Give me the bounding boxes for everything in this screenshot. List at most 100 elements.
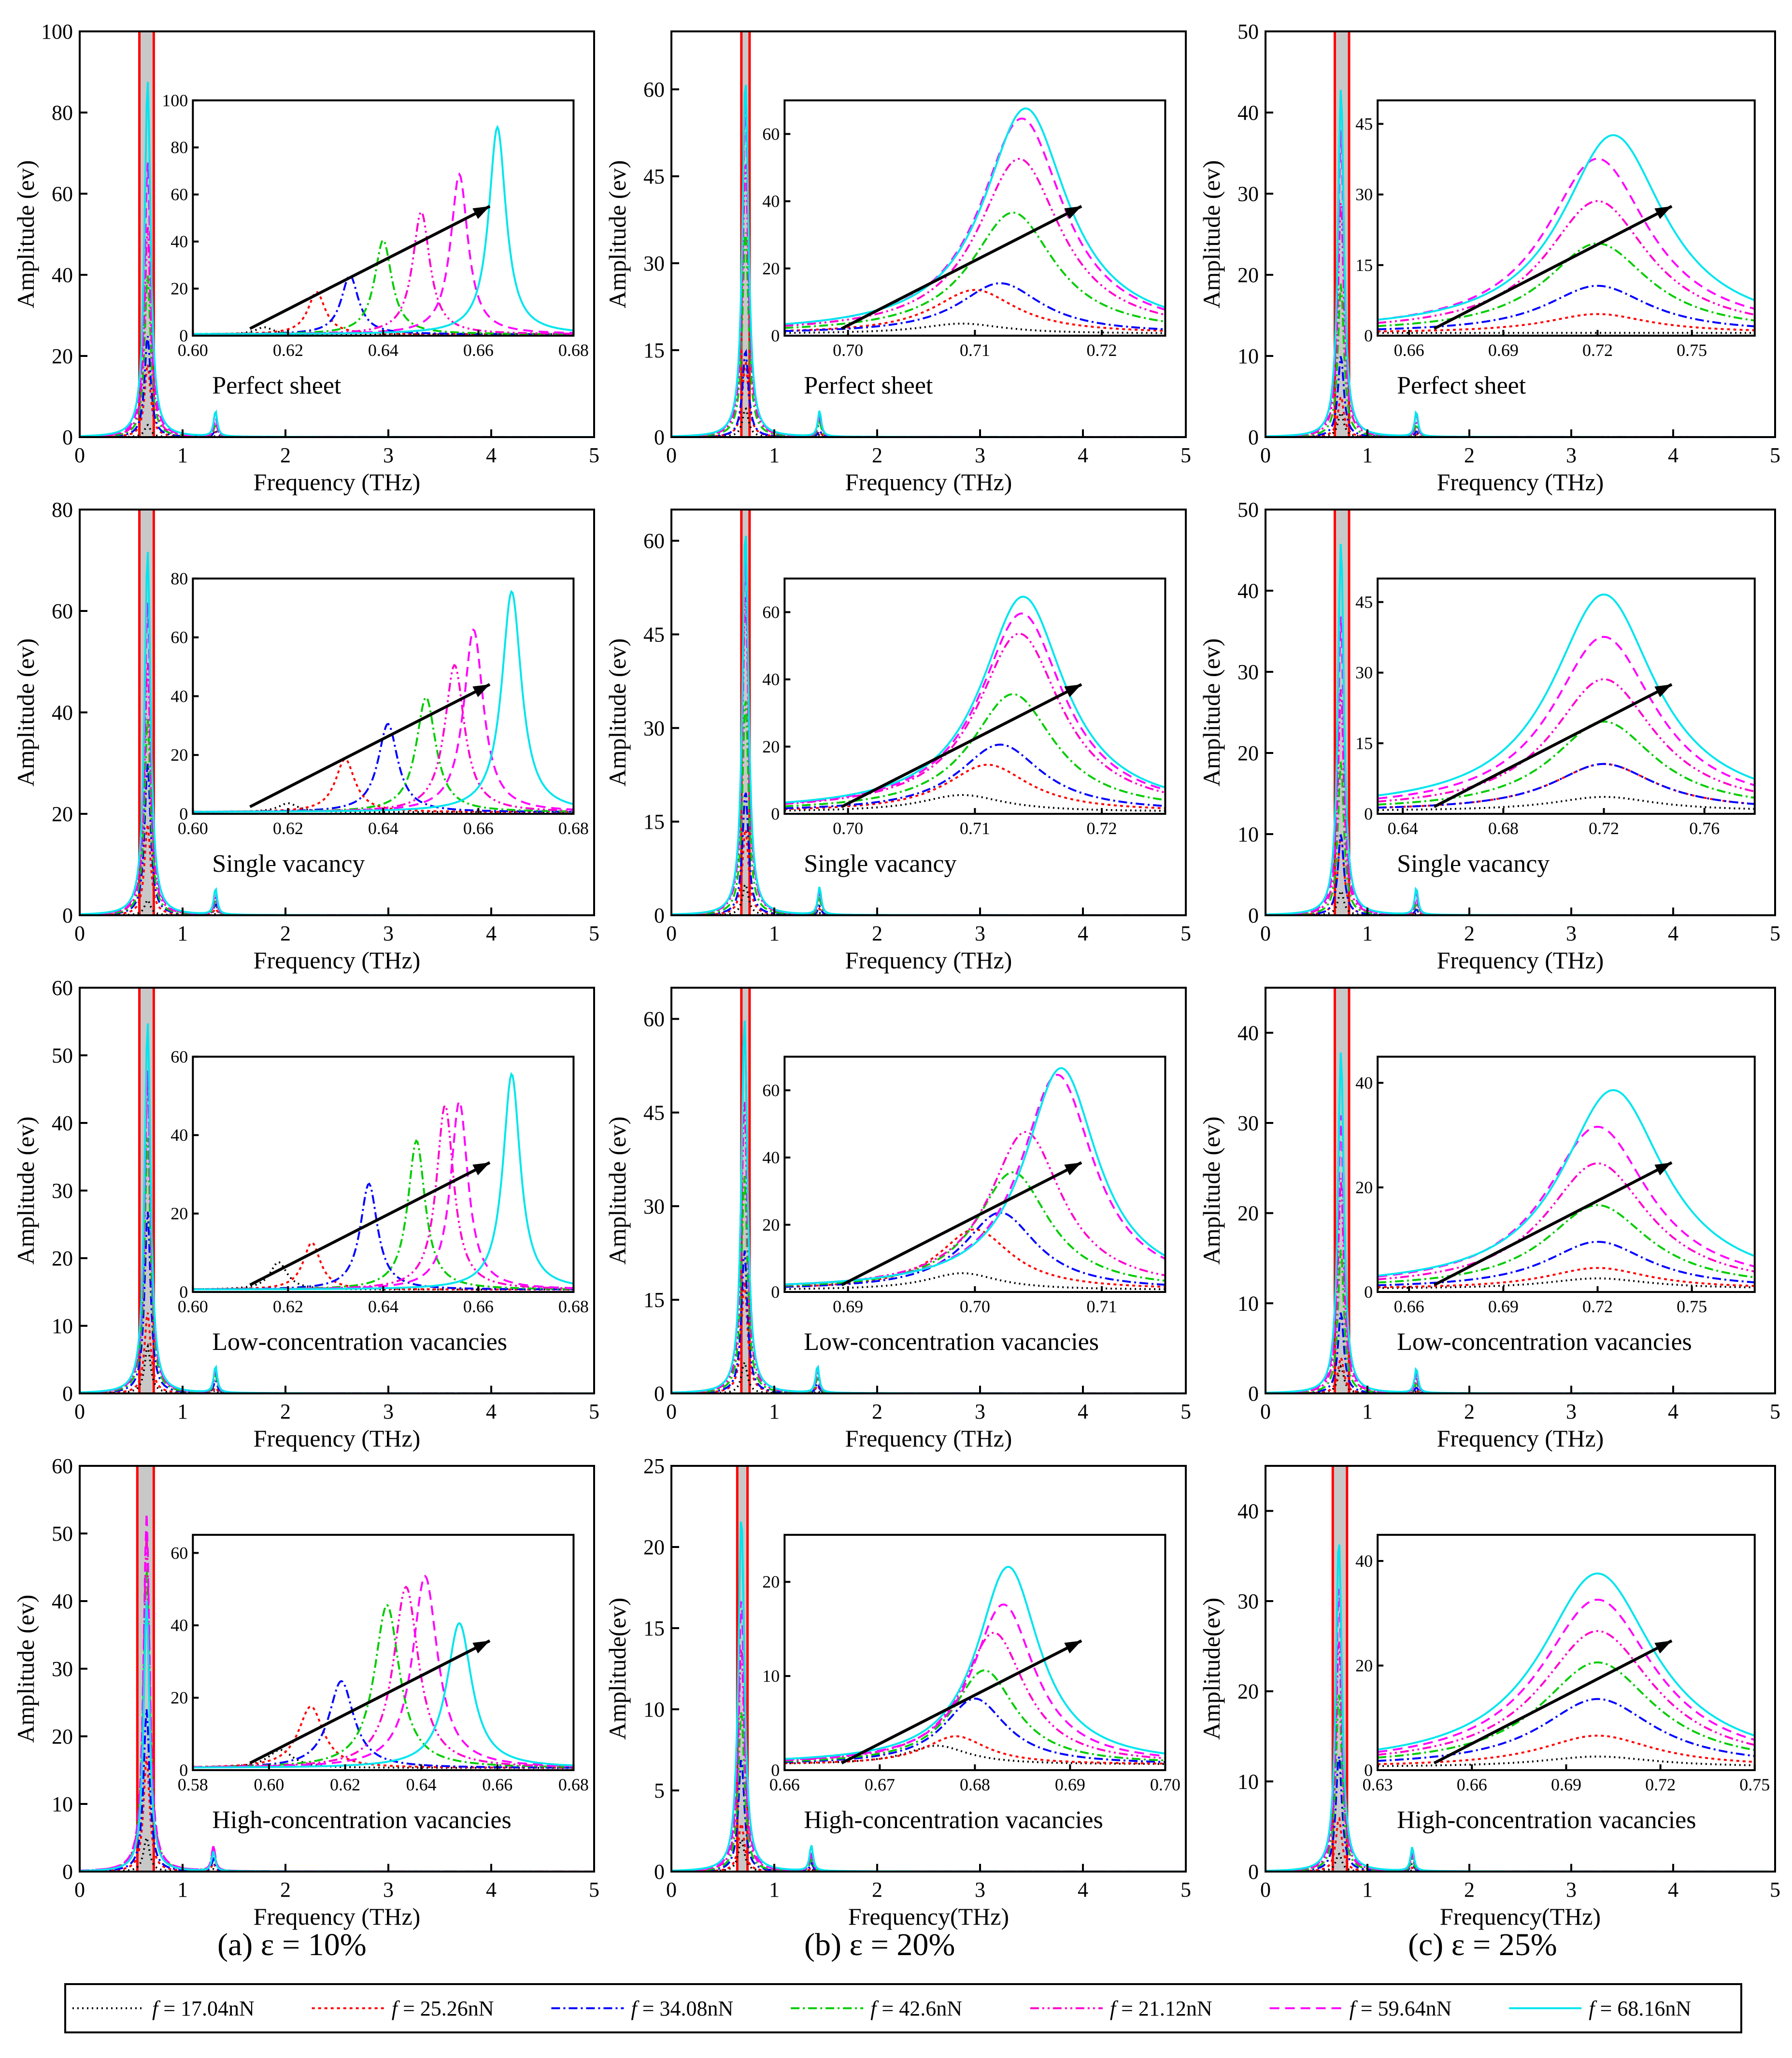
- trend-arrow: [841, 205, 1082, 330]
- inset-series-line-3: [784, 693, 1166, 808]
- y-tick-label: 0: [62, 1382, 73, 1405]
- y-tick-label: 30: [643, 716, 665, 740]
- y-tick-label: 15: [643, 1288, 665, 1312]
- inset-x-tick-label: 0.68: [960, 1775, 990, 1794]
- x-tick-label: 3: [1566, 1878, 1577, 1902]
- inset-plot: 0.60 0.62 0.64 0.66 0.68 0 20 40 60 80 100: [162, 91, 589, 360]
- inset-x-tick-label: 0.71: [1087, 1297, 1117, 1316]
- inset-series-line-2: [784, 282, 1166, 332]
- x-axis-title: Frequency (THz): [254, 947, 421, 974]
- series-line-4: [1266, 689, 1775, 916]
- inset-x-tick-label: 0.75: [1739, 1775, 1770, 1794]
- x-tick-label: 0: [666, 1878, 677, 1902]
- y-axis-title: Amplitude (ev): [1198, 1117, 1225, 1265]
- x-tick-label: 3: [1566, 1400, 1577, 1423]
- inset-x-tick-label: 0.69: [833, 1297, 863, 1316]
- chart-panel-0: 0 1 2 3 4 5 0 20 40 60 80 100 Frequency (THz) Amplitu…: [12, 20, 599, 496]
- inset-background: [1378, 578, 1755, 814]
- inset-y-tick-label: 80: [171, 138, 188, 157]
- panel-label: Low-concentration vacancies: [212, 1328, 507, 1356]
- trend-arrow-head: [1654, 1641, 1672, 1654]
- inset-y-tick-label: 0: [771, 1282, 780, 1302]
- x-tick-label: 5: [1770, 443, 1780, 467]
- inset-series-line-2: [784, 1697, 1166, 1763]
- x-tick-label: 3: [975, 1400, 985, 1423]
- x-tick-label: 4: [486, 1400, 497, 1423]
- x-axis-title: Frequency(THz): [848, 1903, 1009, 1930]
- inset-x-tick-label: 0.75: [1677, 1297, 1707, 1316]
- inset-x-tick-label: 0.70: [833, 341, 863, 360]
- x-tick-label: 5: [1180, 443, 1191, 467]
- caption-b: (b) ε = 20%: [804, 1927, 955, 1962]
- y-tick-label: 40: [52, 701, 73, 724]
- trend-arrow: [1433, 1639, 1673, 1765]
- inset-series-line-1: [1378, 313, 1755, 333]
- inset-y-tick-label: 45: [1355, 593, 1373, 612]
- y-tick-label: 30: [52, 1179, 73, 1203]
- y-tick-label: 20: [52, 1247, 73, 1270]
- inset-x-tick-label: 0.70: [1150, 1775, 1180, 1794]
- inset-y-tick-label: 60: [171, 1047, 188, 1066]
- series-line-5: [1266, 1115, 1775, 1394]
- y-axis-title: Amplitude (ev): [604, 639, 631, 787]
- y-tick-label: 50: [52, 1044, 73, 1067]
- trend-arrow-head: [1654, 206, 1672, 219]
- y-axis-title: Amplitude (ev): [1198, 160, 1225, 309]
- inset-series-line-6: [1377, 134, 1755, 321]
- inset-series-line-6: [784, 1566, 1166, 1760]
- y-tick-label: 20: [643, 1535, 665, 1559]
- series-line-1: [79, 824, 594, 916]
- y-tick-label: 10: [1237, 1292, 1259, 1315]
- y-tick-label: 0: [654, 1382, 665, 1405]
- inset-x-tick-label: 0.62: [330, 1775, 360, 1794]
- inset-y-tick-label: 40: [171, 686, 188, 706]
- inset-series-line-4: [784, 157, 1166, 327]
- y-tick-label: 60: [52, 976, 73, 1000]
- inset-y-tick-label: 60: [171, 185, 188, 204]
- inset-series-line-1: [1378, 1267, 1755, 1289]
- inset-x-tick-label: 0.70: [833, 819, 863, 838]
- inset-series-line-1: [193, 1705, 574, 1769]
- x-tick-label: 2: [1464, 1878, 1475, 1902]
- trend-arrow-head: [1654, 1163, 1672, 1176]
- inset-plot: 0.69 0.70 0.71 0 20 40 60: [762, 1055, 1166, 1316]
- inset-y-tick-label: 15: [1355, 734, 1373, 753]
- inset-series-line-5: [784, 1604, 1166, 1761]
- inset-x-tick-label: 0.64: [368, 1297, 398, 1316]
- plot-frame: [1265, 1465, 1776, 1873]
- x-tick-label: 4: [1078, 1878, 1088, 1902]
- inset-y-tick-label: 0: [179, 804, 188, 823]
- inset-series-line-5: [1377, 1599, 1755, 1753]
- x-axis-title: Frequency (THz): [845, 468, 1012, 496]
- trend-arrow: [1433, 1161, 1673, 1287]
- series-line-5: [1266, 616, 1775, 916]
- y-tick-label: 0: [1248, 1860, 1259, 1884]
- inset-series-line-3: [1378, 1204, 1755, 1284]
- y-tick-label: 40: [1237, 101, 1259, 125]
- trend-arrow-head: [1064, 1641, 1082, 1654]
- x-tick-label: 5: [589, 1400, 599, 1423]
- x-tick-label: 1: [1362, 922, 1373, 945]
- y-tick-label: 40: [1237, 1499, 1259, 1523]
- chart-panel-11: 0 1 2 3 4 5 0 10 20 30 40 Frequency(THz) Amplitude(e…: [1198, 1465, 1780, 1930]
- inset-y-tick-label: 20: [171, 745, 188, 765]
- inset-x-tick-label: 0.68: [558, 1297, 589, 1316]
- y-tick-label: 10: [52, 1792, 73, 1816]
- inset-y-tick-label: 20: [1355, 1656, 1373, 1675]
- x-tick-label: 4: [1668, 922, 1678, 945]
- x-tick-label: 1: [769, 1400, 780, 1423]
- x-tick-label: 0: [666, 1400, 677, 1423]
- y-tick-label: 20: [52, 1725, 73, 1748]
- trend-arrow: [1433, 683, 1673, 809]
- x-tick-label: 2: [872, 1400, 882, 1423]
- inset-x-tick-label: 0.58: [178, 1775, 208, 1794]
- x-tick-label: 4: [1078, 443, 1088, 467]
- inset-series-line-2: [1378, 284, 1755, 330]
- y-tick-label: 0: [1248, 1382, 1259, 1405]
- inset-background: [193, 1056, 574, 1292]
